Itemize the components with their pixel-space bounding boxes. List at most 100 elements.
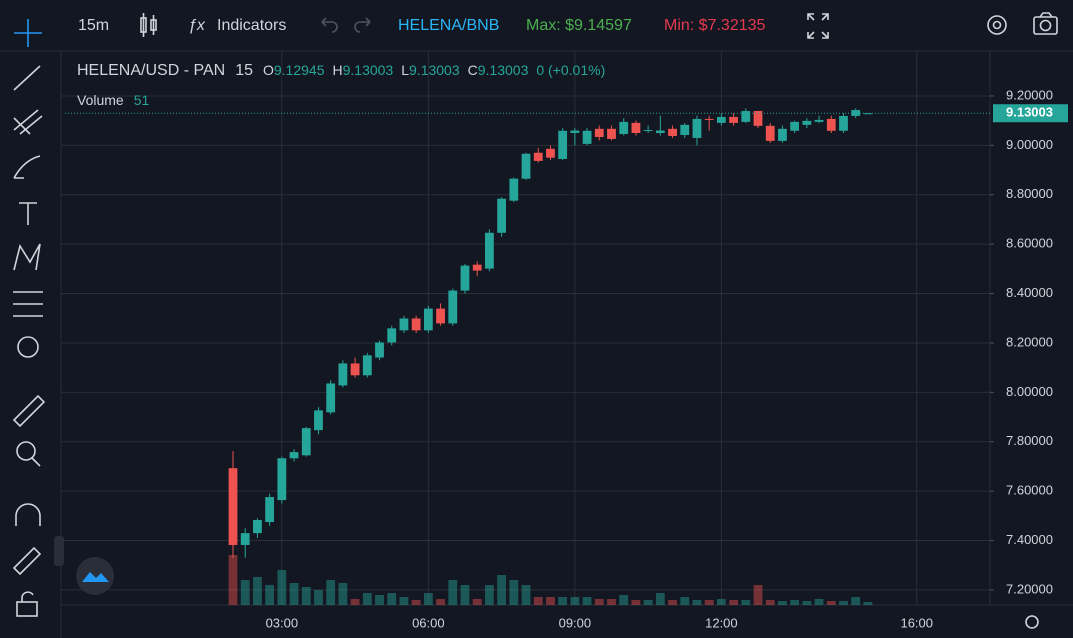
x-tick-label: 16:00	[900, 615, 933, 630]
volume-bar	[301, 587, 311, 605]
chart-type-icon[interactable]	[140, 13, 157, 37]
fib-tool[interactable]	[13, 109, 43, 135]
candle-body	[765, 125, 775, 141]
volume-bar	[326, 580, 336, 605]
pattern-tool[interactable]	[13, 243, 41, 271]
logo-button[interactable]	[76, 557, 114, 595]
ohlc-label: O	[262, 62, 274, 78]
volume-bar	[558, 597, 568, 605]
axis-settings-icon[interactable]	[1025, 615, 1039, 629]
candle-body	[387, 328, 397, 343]
lock-drawing-tool[interactable]	[12, 546, 42, 576]
volume-bar	[692, 600, 702, 605]
settings-icon[interactable]	[987, 15, 1007, 35]
candle-body	[301, 428, 311, 456]
volume-bar	[240, 580, 250, 605]
volume-bar	[863, 602, 873, 605]
volume-bar	[509, 580, 519, 605]
volume-bar	[362, 593, 372, 605]
volume-bar	[411, 600, 421, 605]
volume-bar	[472, 599, 482, 605]
symbol-name: HELENA/USD - PAN	[77, 62, 226, 79]
volume-bar	[423, 593, 433, 605]
pair-button[interactable]: HELENA/BNB	[398, 17, 499, 34]
ohlc-value: 9.13003	[342, 62, 394, 78]
candle-body	[411, 318, 421, 331]
drawing-tools[interactable]	[12, 65, 46, 617]
candle-body	[741, 111, 751, 122]
lock-tool[interactable]	[16, 601, 38, 617]
emoji-tool[interactable]	[17, 336, 39, 358]
crosshair-icon[interactable]	[14, 19, 42, 47]
candle-body	[497, 198, 507, 233]
text-tool[interactable]	[19, 202, 37, 225]
y-tick-label: 8.20000	[1006, 334, 1053, 349]
candle-body	[619, 121, 629, 134]
candle-body	[362, 355, 372, 376]
max-price: Max: $9.14597	[526, 17, 632, 34]
brush-tool[interactable]	[13, 155, 41, 179]
volume-bar	[582, 597, 592, 605]
volume-bar	[619, 595, 629, 605]
ohlc-label: H	[332, 62, 343, 78]
volume-legend: Volume 51	[77, 92, 149, 108]
volume-bar	[546, 597, 555, 605]
candle-body	[289, 452, 299, 459]
volume-bar	[228, 555, 238, 605]
volume-bar	[570, 597, 580, 605]
candle-body	[399, 318, 409, 331]
volume-bar	[277, 570, 287, 605]
ruler-tool[interactable]	[12, 394, 46, 428]
volume-bar	[350, 599, 360, 605]
volume-bar	[289, 583, 299, 605]
volume-bar	[790, 600, 800, 605]
indicators-button[interactable]: Indicators	[217, 17, 286, 34]
x-tick-label: 12:00	[705, 615, 738, 630]
interval-button[interactable]: 15m	[78, 17, 109, 34]
volume-bar	[338, 583, 348, 605]
fullscreen-icon[interactable]	[807, 13, 829, 39]
volume-bar	[802, 601, 812, 605]
volume-bar	[375, 595, 384, 605]
volume-bar	[851, 597, 861, 605]
candle-body	[460, 265, 470, 291]
magnet-tool[interactable]	[15, 503, 41, 526]
projection-tool[interactable]	[13, 291, 43, 317]
volume-bar	[704, 600, 714, 605]
screenshot-icon[interactable]	[1033, 12, 1058, 35]
volume-bar	[753, 585, 763, 605]
x-tick-label: 09:00	[559, 615, 592, 630]
volume-bar	[253, 577, 262, 605]
zoom-tool[interactable]	[16, 441, 36, 461]
fx-icon[interactable]: ƒx	[188, 17, 206, 34]
volume-pane	[228, 555, 873, 605]
candle-body	[521, 153, 531, 179]
last-price-tag	[993, 104, 1068, 123]
candle-body	[716, 116, 726, 123]
undo-icon[interactable]	[321, 17, 371, 33]
y-tick-label: 8.00000	[1006, 384, 1053, 399]
candle-body	[314, 410, 323, 431]
candle-body	[228, 468, 238, 545]
candle-body	[338, 363, 348, 386]
volume-bar	[826, 601, 836, 605]
candle-body	[753, 111, 763, 126]
volume-bar	[387, 593, 397, 605]
volume-bar	[765, 600, 775, 605]
candle-body	[839, 115, 848, 131]
volume-label: Volume	[77, 92, 124, 108]
candle-body	[265, 497, 275, 523]
grid	[61, 51, 990, 605]
y-tick-label: 7.20000	[1006, 581, 1053, 596]
volume-bar	[399, 597, 409, 605]
y-tick-label: 8.80000	[1006, 186, 1053, 201]
candle-body	[802, 120, 812, 125]
trend-line-tool[interactable]	[13, 65, 41, 91]
candle-body	[631, 122, 641, 134]
symbol-interval: 15	[235, 62, 253, 79]
volume-bar	[655, 593, 665, 605]
candle-body	[680, 124, 690, 135]
sidebar-toggle[interactable]	[54, 536, 64, 566]
